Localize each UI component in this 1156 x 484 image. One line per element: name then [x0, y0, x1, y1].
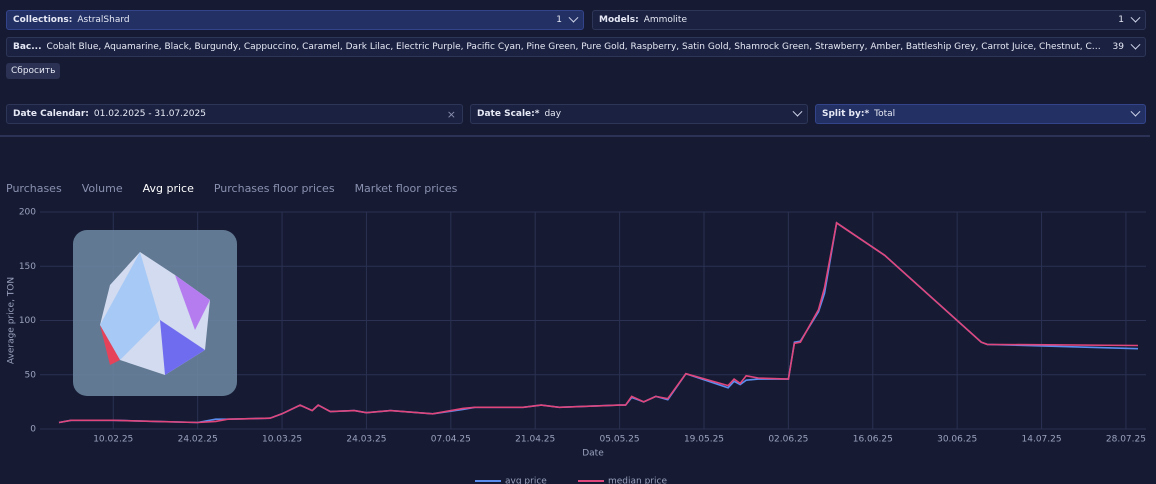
y-tick-label: 200 [19, 208, 36, 218]
reset-button[interactable]: Сбросить [6, 63, 61, 79]
tabs: Purchases Volume Avg price Purchases floor … [6, 182, 457, 195]
label: Date Calendar: [13, 109, 89, 119]
chevron [1130, 12, 1141, 23]
value: Ammolite [643, 15, 687, 25]
x-tick-label: 24.03.25 [346, 435, 386, 445]
tab[interactable]: Market floor prices [354, 182, 458, 195]
date-scale[interactable]: Date Scale:* day [470, 104, 808, 124]
count: 39 [1112, 42, 1124, 52]
label: Bac... [13, 42, 42, 52]
x-tick-label: 02.06.25 [768, 435, 808, 445]
x-tick-label: 07.04.25 [431, 435, 471, 445]
legend-label: avg price [505, 477, 547, 484]
count: 1 [1118, 15, 1124, 25]
value: Total [874, 109, 896, 119]
models-filter[interactable]: Models: Ammolite 1 [592, 10, 1146, 30]
x-tick-label: 10.03.25 [262, 435, 302, 445]
tab[interactable]: Purchases [6, 182, 62, 195]
chevron [568, 12, 579, 23]
x-axis-label: Date [582, 449, 604, 459]
chevron [1130, 106, 1141, 117]
tab[interactable]: Purchases floor prices [213, 182, 335, 195]
chart: 0 50 100 150 200 10.02.25 24.02.25 10.03.25 24.0… [7, 208, 1146, 484]
x-tick-label: 24.02.25 [178, 435, 218, 445]
x-tick-label: 28.07.25 [1106, 435, 1146, 445]
y-tick-label: 50 [25, 370, 37, 380]
y-tick-label: 0 [30, 425, 36, 435]
value: 01.02.2025 - 31.07.2025 [93, 109, 206, 119]
x-tick-label: 16.06.25 [853, 435, 893, 445]
x-tick-label: 21.04.25 [515, 435, 555, 445]
y-tick-label: 100 [19, 316, 36, 326]
x-tick-label: 19.05.25 [684, 435, 724, 445]
chevron [1130, 39, 1141, 50]
x-tick-label: 30.06.25 [937, 435, 977, 445]
value: Cobalt Blue, Aquamarine, Black, Burgundy… [46, 42, 1105, 52]
count: 1 [556, 15, 562, 25]
label: Collections: [13, 15, 73, 25]
collection-image [73, 230, 237, 396]
backdrop-filter[interactable]: Bac... Cobalt Blue, Aquamarine, Black, Bu… [6, 37, 1146, 57]
x-tick-label: 05.05.25 [600, 435, 640, 445]
y-tick-label: 150 [19, 262, 36, 272]
label: Split by:* [822, 109, 870, 119]
x-tick-label: 14.07.25 [1022, 435, 1062, 445]
tab[interactable]: Avg price [142, 182, 194, 195]
tab[interactable]: Volume [81, 182, 123, 195]
date-calendar[interactable]: Date Calendar: 01.02.2025 - 31.07.2025 × [6, 104, 463, 124]
collections-filter[interactable]: Collections: AstralShard 1 [6, 10, 584, 30]
chevron [792, 106, 803, 117]
value: AstralShard [77, 15, 130, 25]
label: Models: [599, 15, 639, 25]
x-tick-label: 10.02.25 [93, 435, 133, 445]
label: Date Scale:* [477, 109, 540, 119]
y-axis-label: Average price, TON [7, 277, 17, 364]
clear-icon[interactable]: × [446, 107, 456, 121]
legend-label: median price [608, 477, 667, 484]
split-by[interactable]: Split by:* Total [815, 104, 1146, 124]
divider [0, 135, 1150, 137]
line [58, 221, 1139, 424]
value: day [544, 109, 562, 119]
